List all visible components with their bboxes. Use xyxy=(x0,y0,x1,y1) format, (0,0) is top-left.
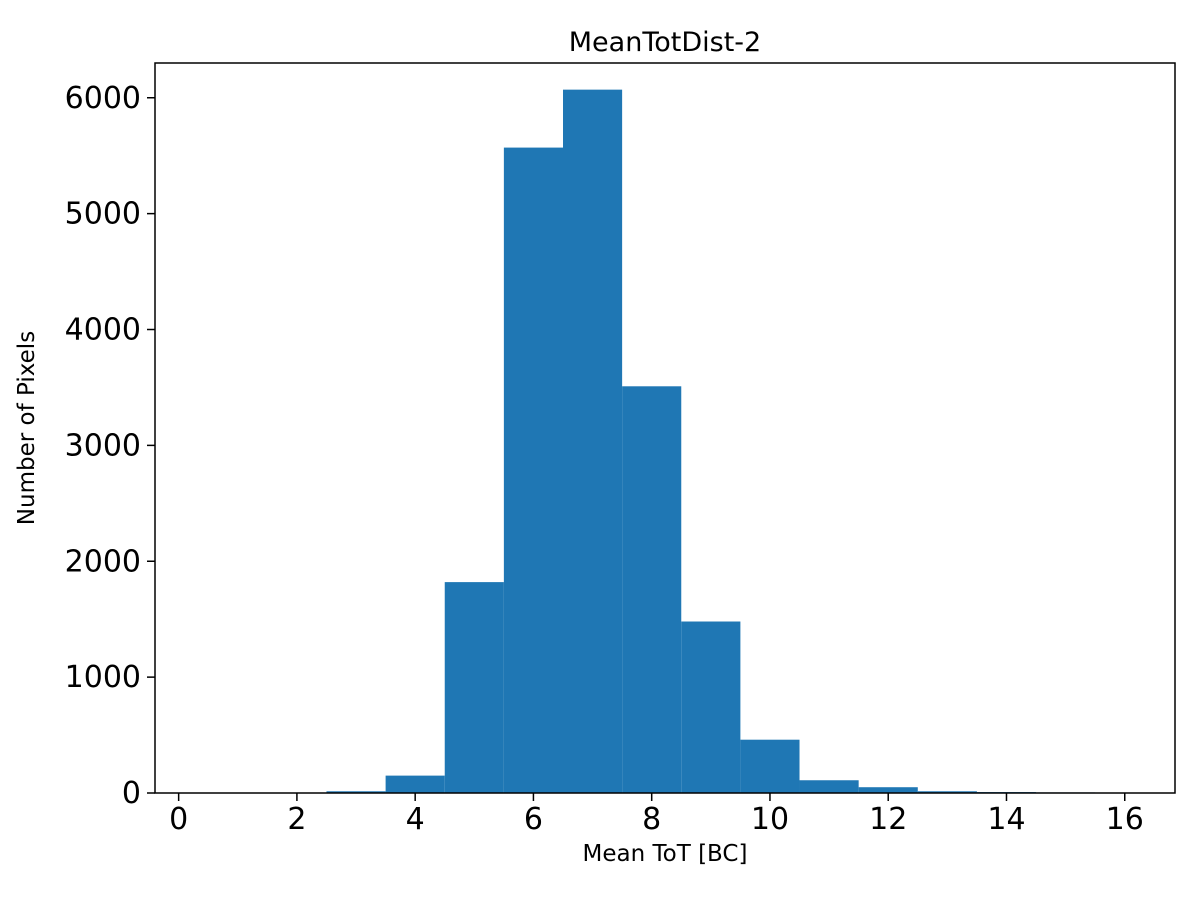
y-tick-label: 1000 xyxy=(65,660,141,695)
x-tick-label: 10 xyxy=(751,802,789,837)
histogram-bar xyxy=(326,791,386,793)
histogram-bar xyxy=(622,386,682,793)
x-tick-label: 6 xyxy=(524,802,543,837)
x-tick-label: 0 xyxy=(169,802,188,837)
y-tick-label: 0 xyxy=(122,776,141,811)
x-tick-label: 8 xyxy=(642,802,661,837)
y-tick-label: 4000 xyxy=(65,313,141,348)
y-tick-label: 2000 xyxy=(65,544,141,579)
histogram-bar xyxy=(444,582,504,793)
histogram-bar xyxy=(385,775,445,793)
chart-plot-area: 0 2 4 6 8 10 12 14 16 0 1000 2000 3000 4000 5000 6000 xyxy=(65,62,1176,837)
histogram-bar xyxy=(917,791,977,793)
histogram-bar xyxy=(681,621,741,793)
x-tick-label: 12 xyxy=(869,802,907,837)
x-tick-label: 4 xyxy=(406,802,425,837)
histogram-bar xyxy=(858,787,918,793)
histogram-bar xyxy=(503,147,563,794)
x-tick-label: 14 xyxy=(987,802,1025,837)
y-tick-label: 5000 xyxy=(65,197,141,232)
plot-frame xyxy=(154,62,1176,794)
x-tick-label: 16 xyxy=(1106,802,1144,837)
histogram-bar xyxy=(740,739,800,793)
y-tick-label: 6000 xyxy=(65,81,141,116)
x-axis-label: Mean ToT [BC] xyxy=(583,841,748,867)
histogram-bar xyxy=(563,89,623,793)
y-tick-label: 3000 xyxy=(65,428,141,463)
histogram-bar xyxy=(799,780,859,793)
y-axis-label: Number of Pixels xyxy=(14,331,40,525)
chart-title: MeanTotDist-2 xyxy=(569,27,761,58)
x-tick-label: 2 xyxy=(287,802,306,837)
